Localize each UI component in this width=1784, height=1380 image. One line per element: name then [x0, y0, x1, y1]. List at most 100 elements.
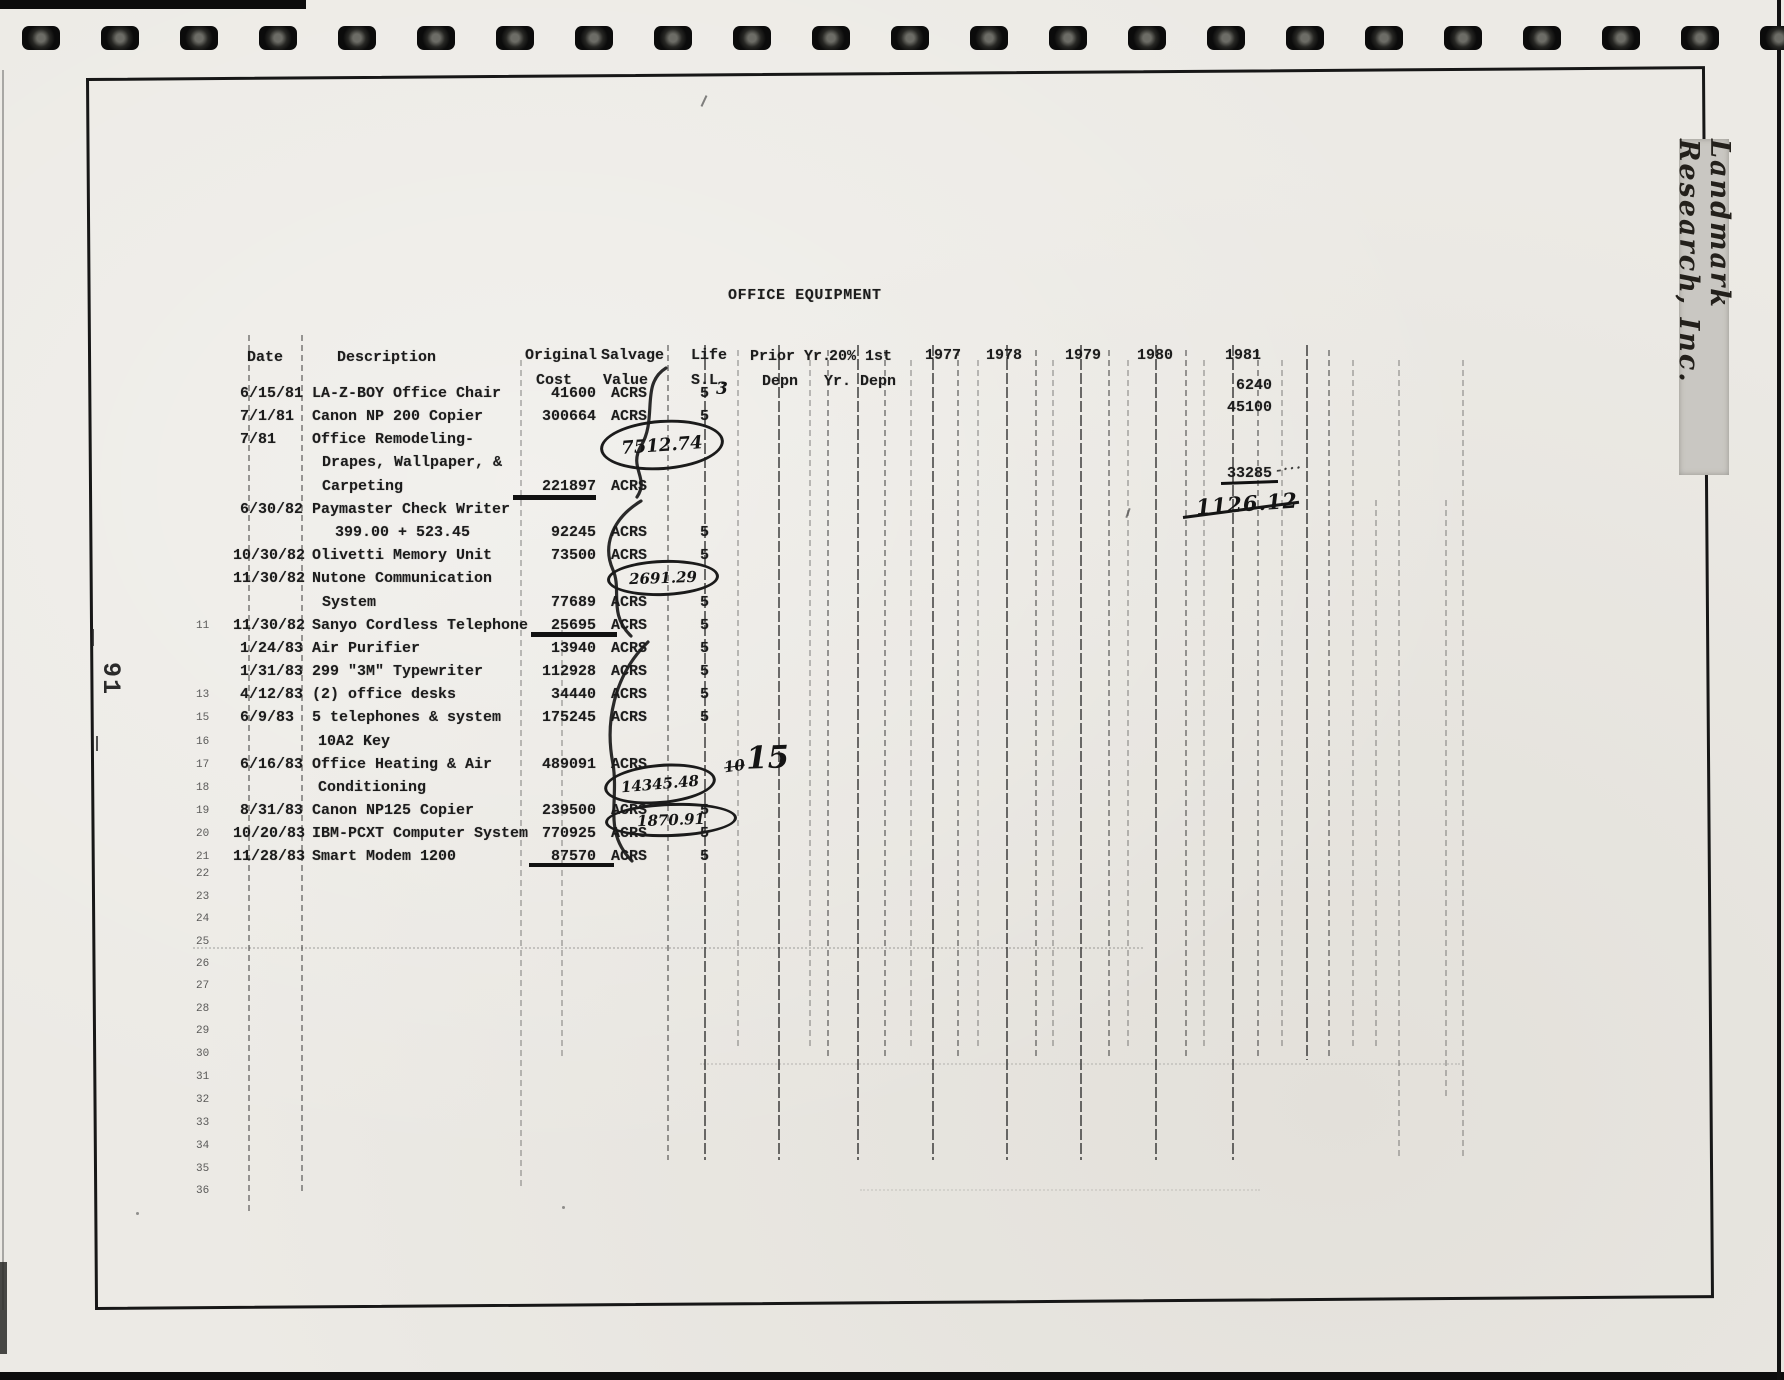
- film-sprocket-hole: [259, 26, 297, 50]
- film-side-label: Landmark Research, Inc.: [1673, 139, 1735, 475]
- cell-description: Paymaster Check Writer: [312, 501, 511, 518]
- cell-description: 299 "3M" Typewriter: [312, 663, 484, 680]
- cell-original-cost: 300664: [541, 408, 596, 425]
- cell-salvage-method: ACRS: [611, 686, 648, 703]
- film-sprocket-hole: [101, 26, 139, 50]
- cell-life: 5: [700, 640, 710, 657]
- cell-date: 10/30/82: [233, 547, 306, 564]
- column-header-sl: S.L.: [691, 372, 728, 389]
- cell-description: Office Remodeling-: [312, 431, 475, 448]
- cell-description: Office Heating & Air: [312, 756, 493, 773]
- cell-original-cost: 73500: [550, 547, 596, 564]
- ledger-vertical-rule: [1398, 360, 1400, 1160]
- film-sprocket-hole: [1365, 26, 1403, 50]
- cell-original-cost: 770925: [541, 825, 596, 842]
- handwritten-life-note: 3: [716, 379, 728, 399]
- margin-row-number: 25: [196, 936, 210, 948]
- cell-life: 5: [700, 524, 710, 541]
- film-side-label-text: Landmark Research, Inc.: [1673, 139, 1735, 384]
- cell-1981-depreciation: 45100: [1226, 399, 1272, 416]
- column-header-year: 1979: [1065, 347, 1102, 364]
- ledger-horizontal-rule: [193, 947, 1143, 949]
- cell-date: 10/20/83: [233, 825, 306, 842]
- film-sprocket-hole: [1207, 26, 1245, 50]
- ledger-vertical-rule: [561, 620, 563, 1060]
- column-header-prior-yr: Prior Yr.: [750, 348, 832, 365]
- column-header-20pct-1st: 20% 1st: [829, 348, 893, 365]
- film-sprocket-hole: [1760, 26, 1784, 50]
- cell-original-cost: 489091: [541, 756, 596, 773]
- cell-description: LA-Z-BOY Office Chair: [312, 385, 502, 402]
- column-header-original: Original: [525, 347, 598, 364]
- ledger-vertical-rule: [1006, 345, 1008, 1160]
- film-right-edge-line: [1777, 0, 1781, 1380]
- ledger-vertical-rule: [910, 360, 912, 1050]
- margin-row-number: 22: [196, 868, 210, 880]
- ledger-vertical-rule: [1232, 345, 1234, 1160]
- film-sprocket-hole: [496, 26, 534, 50]
- margin-row-number: 34: [196, 1140, 210, 1152]
- ledger-vertical-rule: [1185, 350, 1187, 1060]
- cell-date: 11/30/82: [233, 617, 306, 634]
- document-title: OFFICE EQUIPMENT: [728, 287, 882, 304]
- column-header-year: 1981: [1225, 347, 1262, 364]
- cell-description: IBM-PCXT Computer System: [312, 825, 529, 842]
- film-sprocket-hole: [1444, 26, 1482, 50]
- cell-original-cost: 25695: [550, 617, 596, 634]
- film-sprocket-hole: [891, 26, 929, 50]
- margin-row-number: 32: [196, 1094, 210, 1106]
- film-sprocket-hole: [22, 26, 60, 50]
- column-header-yr-depn: Yr. Depn: [824, 373, 897, 390]
- margin-row-number: 17: [196, 759, 210, 771]
- cell-original-cost: 92245: [550, 524, 596, 541]
- cell-description: 10A2 Key: [318, 733, 391, 750]
- margin-row-number: 27: [196, 980, 210, 992]
- cell-life: 5: [700, 686, 710, 703]
- margin-row-number: 15: [196, 712, 210, 724]
- cell-date: 4/12/83: [240, 686, 304, 703]
- cell-original-cost: 112928: [541, 663, 596, 680]
- margin-row-number: 35: [196, 1163, 210, 1175]
- ledger-vertical-rule: [1108, 350, 1110, 1060]
- cell-original-cost: 239500: [541, 802, 596, 819]
- scan-speckle: [136, 1212, 139, 1215]
- margin-row-number: 23: [196, 891, 210, 903]
- ledger-vertical-rule: [520, 360, 522, 1190]
- ledger-horizontal-rule: [860, 1189, 1260, 1191]
- cell-original-cost: 221897: [541, 478, 596, 495]
- film-sprocket-hole: [417, 26, 455, 50]
- ledger-vertical-rule: [1445, 500, 1447, 1100]
- cell-description: Sanyo Cordless Telephone: [312, 617, 529, 634]
- column-header-depn: Depn: [762, 373, 799, 390]
- column-header-description: Description: [337, 349, 437, 366]
- cell-date: 6/30/82: [240, 501, 304, 518]
- ledger-vertical-rule: [1375, 500, 1377, 1050]
- cell-life: 5: [700, 848, 710, 865]
- film-sprocket-hole: [180, 26, 218, 50]
- ledger-vertical-rule: [1328, 350, 1330, 1060]
- cell-1981-depreciation: 6240: [1235, 377, 1272, 394]
- ledger-vertical-rule: [1281, 360, 1283, 1050]
- cell-salvage-method: ACRS: [611, 385, 648, 402]
- margin-row-number: 36: [196, 1185, 210, 1197]
- cell-salvage-method: ACRS: [611, 478, 648, 495]
- cell-1981-depreciation: 33285: [1226, 465, 1272, 482]
- cell-date: 8/31/83: [240, 802, 304, 819]
- handwritten-circled-value-text: 2691.29: [628, 567, 698, 589]
- film-top-bar: [0, 0, 306, 9]
- cell-life: 5: [700, 385, 710, 402]
- cell-life: 5: [700, 594, 710, 611]
- column-header-cost: Cost: [536, 372, 573, 389]
- cell-original-cost: 175245: [541, 709, 596, 726]
- film-left-edge-strip: [0, 1262, 7, 1354]
- film-sprocket-hole: [733, 26, 771, 50]
- film-sprocket-hole: [1049, 26, 1087, 50]
- cell-original-cost: 13940: [550, 640, 596, 657]
- scan-speckle: [562, 1206, 565, 1209]
- cell-description: (2) office desks: [312, 686, 457, 703]
- page-number: 91: [96, 662, 125, 697]
- cell-date: 6/9/83: [240, 709, 295, 726]
- cell-original-cost: 34440: [550, 686, 596, 703]
- film-sprocket-hole: [812, 26, 850, 50]
